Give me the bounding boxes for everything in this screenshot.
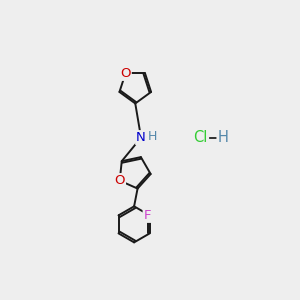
- Text: O: O: [115, 174, 125, 187]
- Text: Cl: Cl: [193, 130, 207, 145]
- Text: F: F: [144, 209, 151, 222]
- Text: O: O: [120, 67, 131, 80]
- Text: H: H: [218, 130, 229, 145]
- Text: N: N: [136, 131, 146, 144]
- Text: H: H: [148, 130, 157, 143]
